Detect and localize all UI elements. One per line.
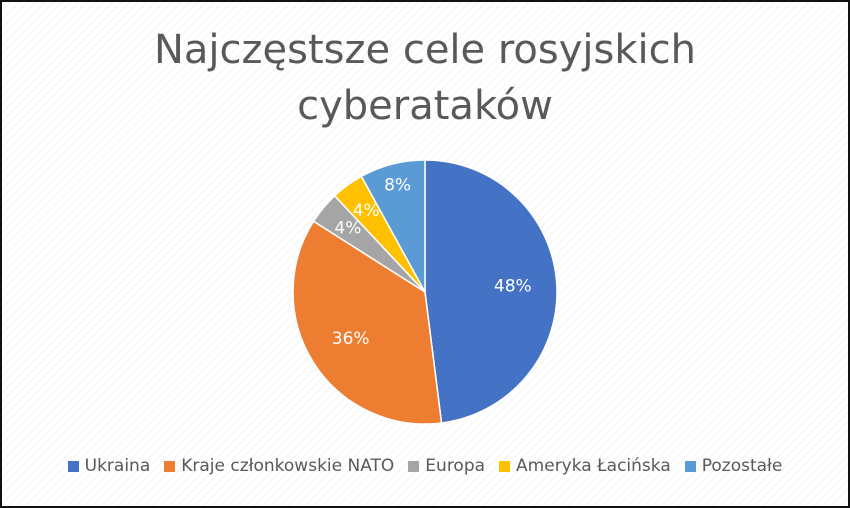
legend-item-ameryka: Ameryka Łacińska <box>499 456 671 476</box>
pie-slice-pozostale <box>360 159 426 293</box>
pie-slice-ukraina <box>424 159 558 424</box>
legend-swatch-nato <box>164 460 176 472</box>
legend-label-nato: Kraje członkowskie NATO <box>181 456 395 476</box>
pie-label-nato: 36% <box>332 329 370 349</box>
legend-item-pozostale: Pozostałe <box>684 456 783 476</box>
legend-swatch-pozostale <box>684 460 696 472</box>
legend-swatch-ukraina <box>67 460 79 472</box>
pie-label-europa: 4% <box>334 218 361 238</box>
pie-label-ameryka: 4% <box>353 201 380 221</box>
legend-label-pozostale: Pozostałe <box>701 456 783 476</box>
pie-label-ukraina: 48% <box>494 277 532 297</box>
legend-item-nato: Kraje członkowskie NATO <box>164 456 394 476</box>
legend-label-europa: Europa <box>425 456 486 476</box>
chart-title-line-2: cyberataków <box>297 83 553 129</box>
chart-legend: Ukraina Kraje członkowskie NATO Europa A… <box>0 456 850 476</box>
legend-item-europa: Europa <box>408 456 485 476</box>
chart-title-line-1: Najczęstsze cele rosyjskich <box>154 27 696 73</box>
legend-swatch-europa <box>408 460 420 472</box>
legend-label-ukraina: Ukraina <box>84 456 151 476</box>
legend-label-ameryka: Ameryka Łacińska <box>516 456 671 476</box>
legend-swatch-ameryka <box>499 460 511 472</box>
pie-slice-nato <box>292 220 443 425</box>
legend-item-ukraina: Ukraina <box>67 456 151 476</box>
chart-title: Najczęstsze cele rosyjskich cyberataków <box>0 22 850 134</box>
pie-label-pozostale: 8% <box>384 176 411 196</box>
